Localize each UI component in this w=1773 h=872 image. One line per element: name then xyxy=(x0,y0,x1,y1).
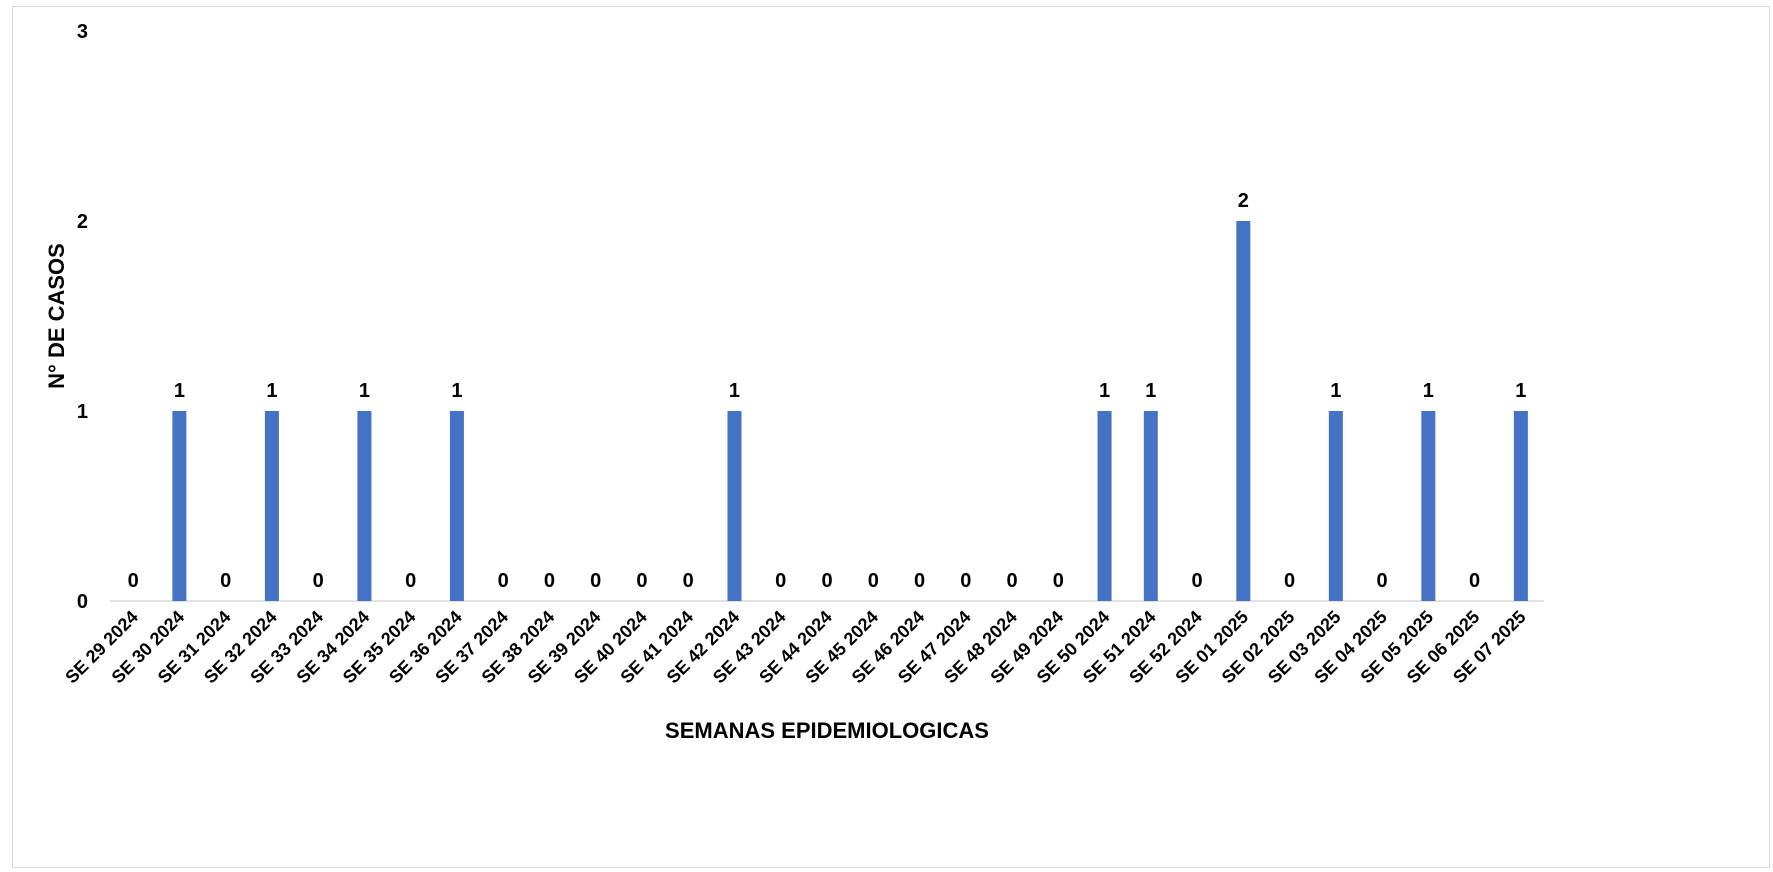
data-label: 0 xyxy=(636,570,647,592)
y-tick-label: 1 xyxy=(77,401,88,423)
data-label: 1 xyxy=(1515,380,1526,402)
y-axis-title: N° DE CASOS xyxy=(44,243,69,389)
y-tick-label: 0 xyxy=(77,591,88,613)
data-label: 1 xyxy=(1330,380,1341,402)
data-label: 0 xyxy=(1053,570,1064,592)
data-label: 2 xyxy=(1238,190,1249,212)
y-axis-ticks: 0 1 2 3 xyxy=(77,21,88,613)
data-label: 0 xyxy=(1469,570,1480,592)
data-label: 0 xyxy=(544,570,555,592)
bar xyxy=(1097,411,1112,601)
bar xyxy=(1236,221,1251,601)
data-label: 0 xyxy=(960,570,971,592)
data-label: 1 xyxy=(359,380,370,402)
data-label: 0 xyxy=(1192,570,1203,592)
data-label: 0 xyxy=(405,570,416,592)
data-label: 0 xyxy=(313,570,324,592)
x-axis-title: SEMANAS EPIDEMIOLOGICAS xyxy=(665,718,989,743)
data-label: 0 xyxy=(1006,570,1017,592)
bar xyxy=(1421,411,1436,601)
data-label: 1 xyxy=(729,380,740,402)
data-label: 0 xyxy=(683,570,694,592)
bar xyxy=(1513,411,1528,601)
bar xyxy=(1143,411,1158,601)
bar xyxy=(264,411,279,601)
data-label: 0 xyxy=(914,570,925,592)
bars xyxy=(172,221,1528,601)
bar xyxy=(357,411,372,601)
data-labels: 0 1 0 1 0 1 0 1 0 0 0 0 0 1 0 0 0 0 0 0 0 1 1 0 2 0 1 0 1 0 1 xyxy=(128,190,1527,592)
data-label: 0 xyxy=(821,570,832,592)
data-label: 0 xyxy=(775,570,786,592)
data-label: 0 xyxy=(128,570,139,592)
chart-area xyxy=(12,6,1770,868)
data-label: 1 xyxy=(266,380,277,402)
data-label: 1 xyxy=(1145,380,1156,402)
data-label: 1 xyxy=(1423,380,1434,402)
bar xyxy=(172,411,187,601)
data-label: 1 xyxy=(174,380,185,402)
y-tick-label: 2 xyxy=(77,211,88,233)
bar xyxy=(1328,411,1343,601)
bar xyxy=(727,411,742,601)
data-label: 1 xyxy=(1099,380,1110,402)
data-label: 0 xyxy=(868,570,879,592)
data-label: 0 xyxy=(1377,570,1388,592)
data-label: 0 xyxy=(220,570,231,592)
data-label: 0 xyxy=(590,570,601,592)
bar xyxy=(449,411,464,601)
data-label: 1 xyxy=(451,380,462,402)
data-label: 0 xyxy=(498,570,509,592)
data-label: 0 xyxy=(1284,570,1295,592)
y-tick-label: 3 xyxy=(77,21,88,43)
